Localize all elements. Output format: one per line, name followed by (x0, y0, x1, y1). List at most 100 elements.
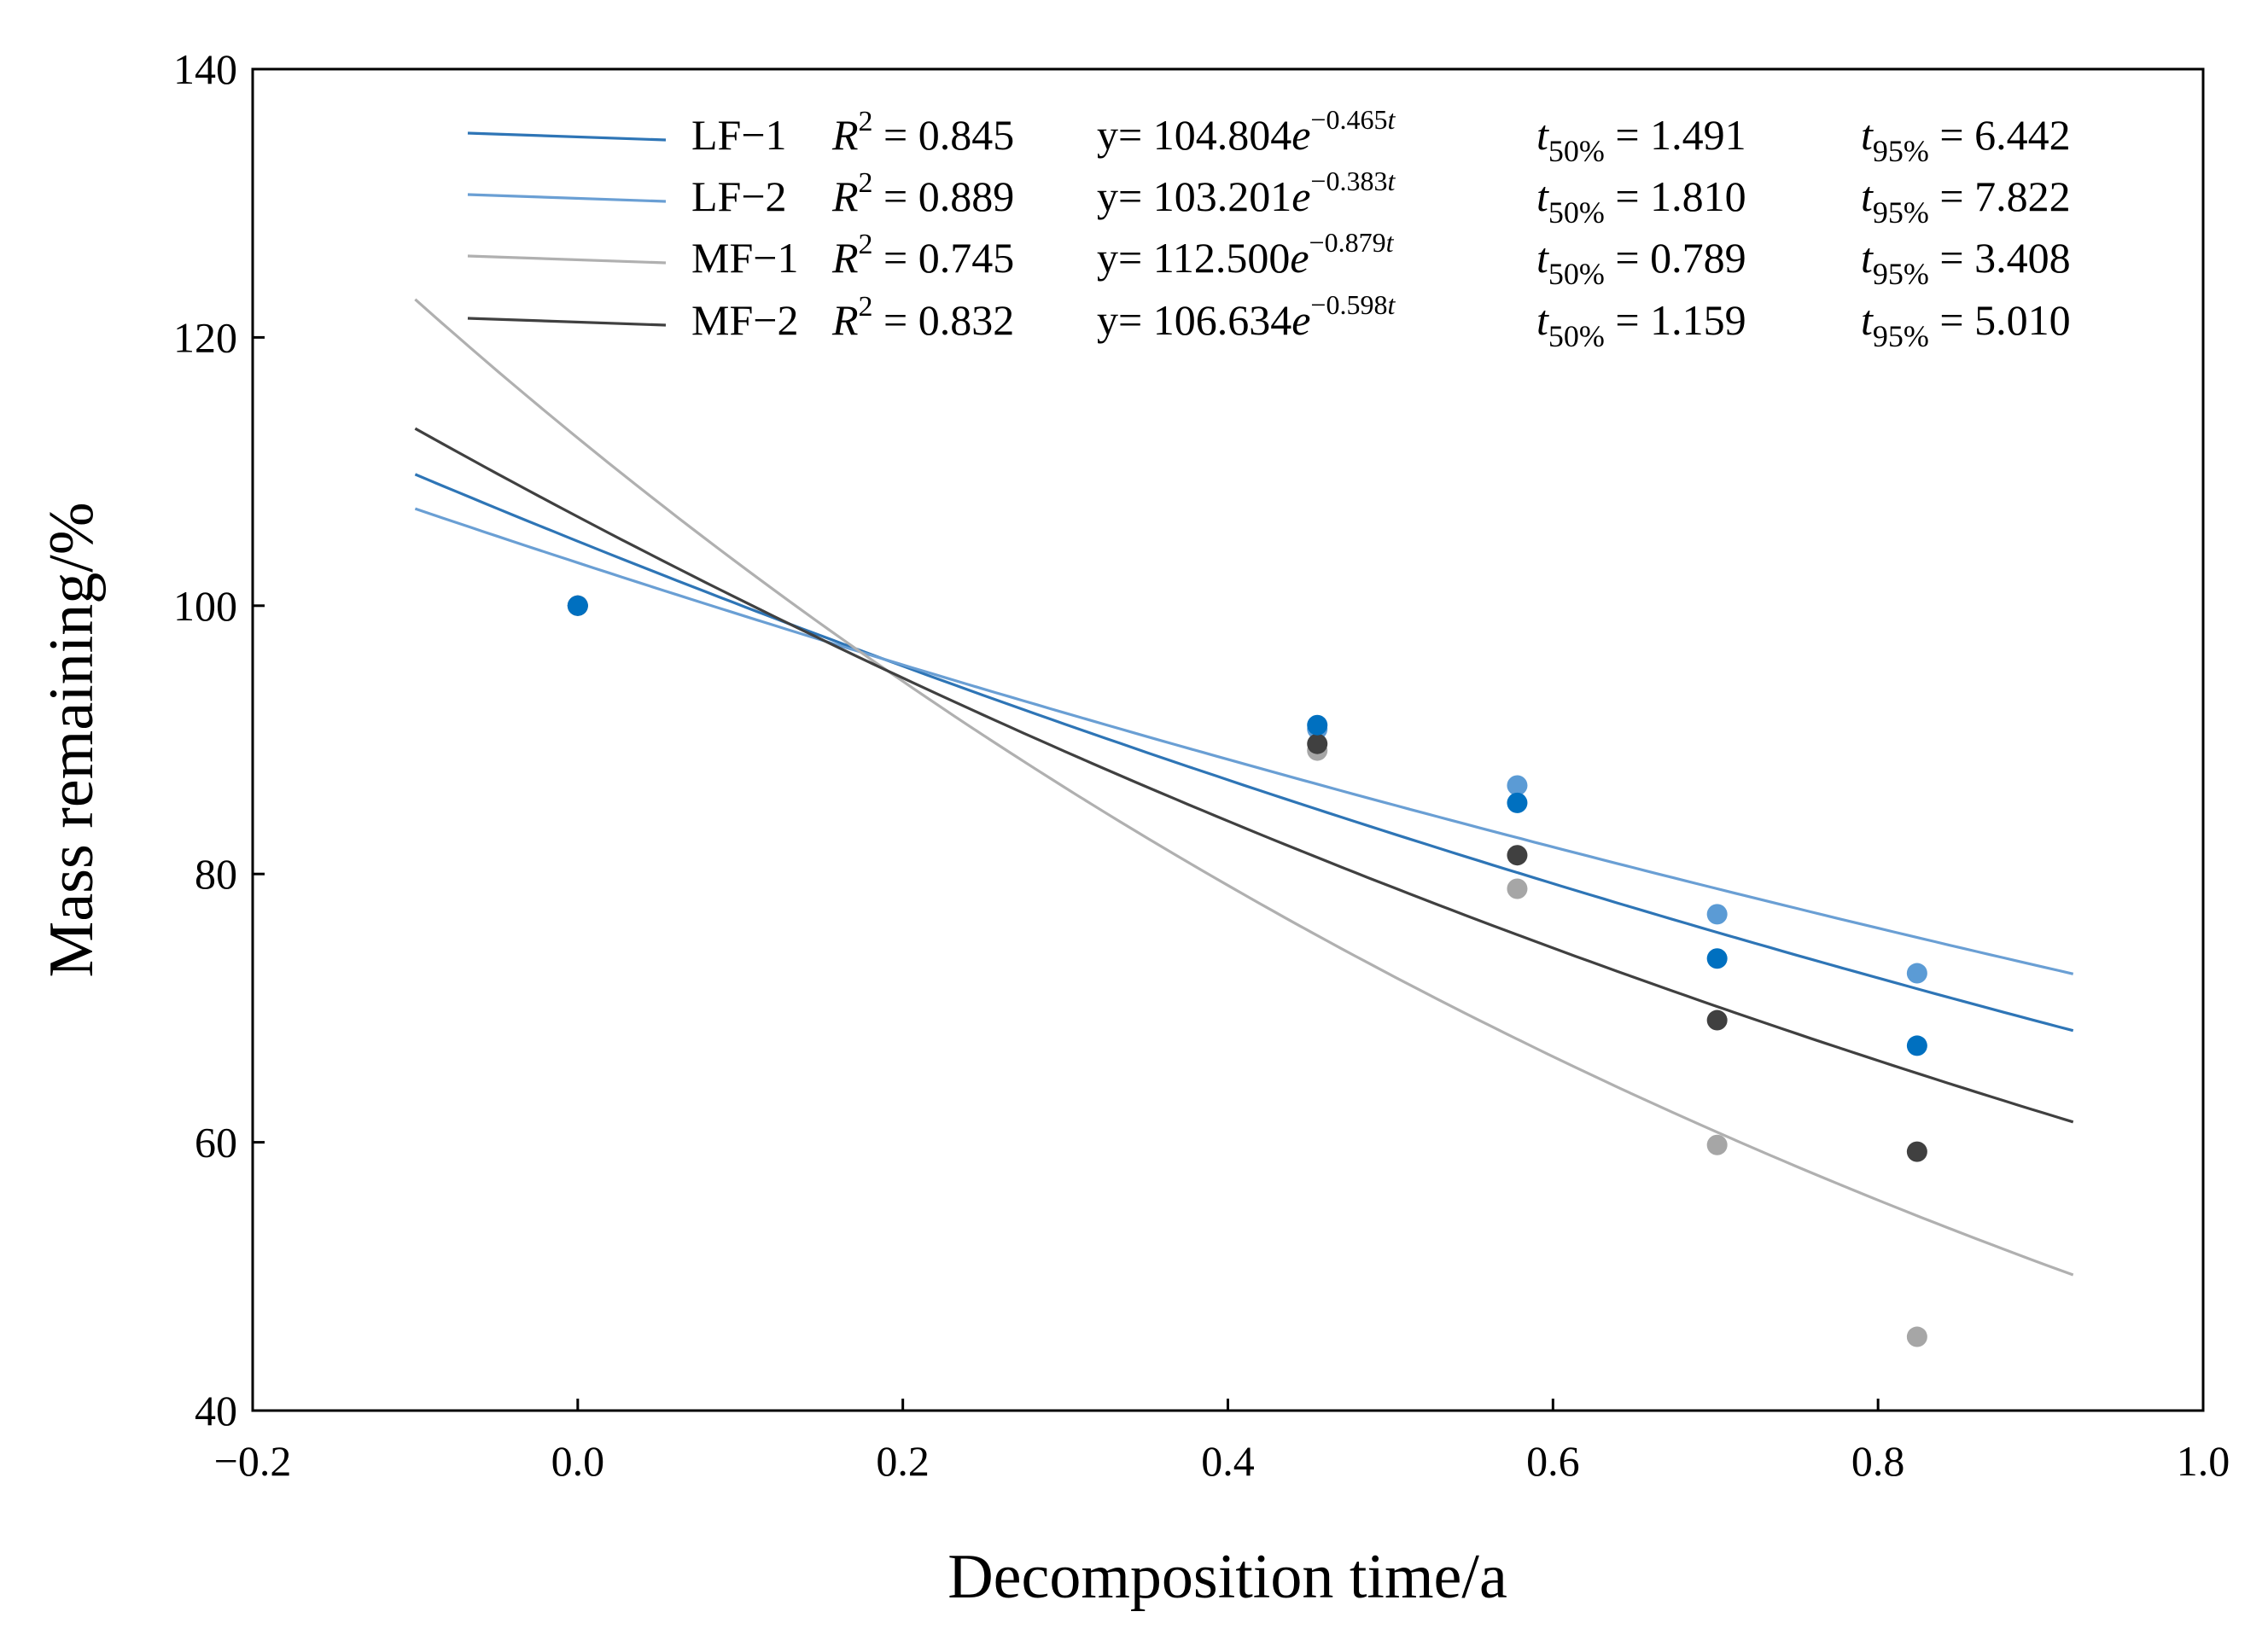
data-point-mf2 (1507, 845, 1528, 866)
data-point-lf1 (567, 595, 588, 616)
legend-t95-mf1: t95% = 3.408 (1861, 234, 2071, 291)
legend-r2-value: = 0.889 (873, 172, 1015, 220)
legend-t50-lf2: t50% = 1.810 (1536, 172, 1746, 230)
legend-t95-lf1: t95% = 6.442 (1861, 111, 2071, 168)
legend-r2-sup: 2 (859, 106, 873, 137)
legend-t95-value: = 6.442 (1929, 111, 2071, 159)
legend-swatch-lf1 (467, 131, 667, 142)
legend-name-mf1: MF−1 (691, 234, 798, 282)
legend-r2-value: = 0.845 (873, 111, 1015, 159)
legend-equation-lf1: y= 104.804e−0.465t (1097, 104, 1396, 159)
legend-t95-sub: 95% (1873, 257, 1929, 291)
legend-t50-lf1: t50% = 1.491 (1536, 111, 1746, 168)
legend-t50-sub: 50% (1548, 257, 1605, 291)
y-tick-label: 40 (195, 1387, 237, 1434)
legend-t95-sub: 95% (1873, 195, 1929, 230)
legend-r2-value: = 0.832 (873, 296, 1015, 344)
x-tick-label: 0.2 (876, 1437, 930, 1485)
legend-t95-sub: 95% (1873, 134, 1929, 168)
legend-exp-var: t (1387, 166, 1396, 196)
axis-ticks: −0.2 0.0 0.2 0.4 0.6 0.8 1.0 40 60 80 100 120 140 (173, 45, 2230, 1485)
legend-t50-value: = 1.159 (1605, 296, 1746, 344)
legend-t95-lf2: t95% = 7.822 (1861, 172, 2071, 230)
legend-exp-var: t (1387, 104, 1396, 135)
data-points (567, 595, 1927, 1347)
legend-t50-sub: 50% (1548, 195, 1605, 230)
legend-e-symbol: e (1291, 172, 1310, 220)
data-point-lf1 (1706, 948, 1728, 969)
legend-t95-sub: 95% (1873, 319, 1929, 353)
legend-t95-mf2: t95% = 5.010 (1861, 296, 2071, 353)
y-tick-label: 60 (195, 1119, 237, 1167)
legend-e-symbol: e (1291, 111, 1310, 159)
y-tick-label: 80 (195, 850, 237, 898)
fit-curve-lf1 (414, 473, 2074, 1033)
fit-curve-mf2 (414, 427, 2074, 1124)
legend-e-symbol: e (1290, 234, 1309, 282)
legend-r2-sup: 2 (859, 291, 873, 323)
data-point-lf1 (1307, 714, 1328, 736)
legend-r2-sup: 2 (859, 167, 873, 199)
legend-t95-value: = 3.408 (1929, 234, 2071, 282)
legend-t50-sub: 50% (1548, 319, 1605, 353)
fit-curve-mf1 (414, 298, 2074, 1277)
fit-curve-lf2 (414, 507, 2074, 975)
legend-name-lf1: LF−1 (691, 111, 787, 159)
legend-r2-mf2: R2 = 0.832 (831, 291, 1014, 344)
legend-exp-value: −0.383 (1310, 166, 1387, 196)
data-point-mf2 (1706, 1010, 1728, 1031)
x-tick-label: 1.0 (2177, 1437, 2230, 1485)
x-tick-label: −0.2 (214, 1437, 292, 1485)
legend-e-symbol: e (1291, 296, 1310, 344)
legend-exp-value: −0.598 (1310, 289, 1387, 320)
data-point-lf2 (1906, 963, 1927, 984)
legend-t50-mf1: t50% = 0.789 (1536, 234, 1746, 291)
data-point-lf2 (1706, 904, 1728, 925)
legend-exp-var: t (1386, 227, 1395, 258)
legend-exp-var: t (1387, 289, 1396, 320)
legend-equation-lf2: y= 103.201e−0.383t (1097, 166, 1396, 220)
x-tick-label: 0.4 (1201, 1437, 1255, 1485)
legend-equation-mf1: y= 112.500e−0.879t (1097, 227, 1395, 282)
legend-r2-mf1: R2 = 0.745 (831, 229, 1014, 282)
data-point-mf2 (1307, 733, 1328, 754)
legend-t50-mf2: t50% = 1.159 (1536, 296, 1746, 353)
y-tick-label: 120 (173, 313, 237, 361)
data-point-lf1 (1906, 1035, 1927, 1056)
y-tick-label: 140 (173, 45, 237, 93)
y-tick-label: 100 (173, 582, 237, 630)
legend-t50-sub: 50% (1548, 134, 1605, 168)
data-point-mf2 (1906, 1141, 1927, 1162)
x-tick-label: 0.0 (551, 1437, 605, 1485)
y-axis-title: Mass remaining/% (37, 503, 107, 978)
legend-swatch-mf2 (467, 317, 667, 327)
legend-r2-lf1: R2 = 0.845 (831, 106, 1014, 159)
legend-name-lf2: LF−2 (691, 172, 787, 220)
legend-t95-value: = 7.822 (1929, 172, 2071, 220)
legend-r2-sup: 2 (859, 229, 873, 260)
legend-t50-value: = 1.810 (1605, 172, 1746, 220)
legend: LF−1 R2 = 0.845 y= 104.804e−0.465t t50% = 1… (467, 104, 2071, 353)
legend-t95-value: = 5.010 (1929, 296, 2071, 344)
x-tick-label: 0.6 (1526, 1437, 1580, 1485)
x-axis-title: Decomposition time/a (947, 1542, 1507, 1612)
data-point-mf1 (1507, 878, 1528, 899)
legend-r2-value: = 0.745 (873, 234, 1015, 282)
x-tick-label: 0.8 (1851, 1437, 1905, 1485)
legend-r2-lf2: R2 = 0.889 (831, 167, 1014, 220)
fit-curves (414, 298, 2074, 1277)
data-point-mf1 (1706, 1134, 1728, 1155)
legend-name-mf2: MF−2 (691, 296, 798, 344)
legend-t50-value: = 0.789 (1605, 234, 1746, 282)
legend-t50-value: = 1.491 (1605, 111, 1746, 159)
legend-swatch-mf1 (467, 254, 667, 265)
data-point-lf1 (1507, 792, 1528, 813)
data-point-mf1 (1906, 1326, 1927, 1347)
legend-swatch-lf2 (467, 193, 667, 203)
legend-equation-mf2: y= 106.634e−0.598t (1097, 289, 1396, 344)
legend-exp-value: −0.465 (1310, 104, 1387, 135)
data-point-lf2 (1507, 775, 1528, 796)
legend-exp-value: −0.879 (1309, 227, 1386, 258)
